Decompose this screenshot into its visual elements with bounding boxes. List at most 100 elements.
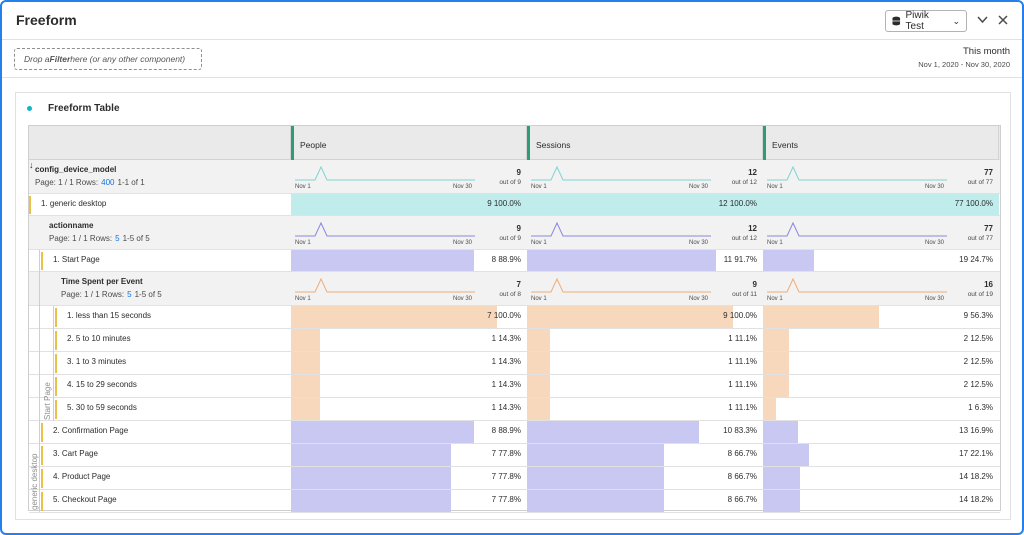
metric-count: 10 [723,426,733,435]
rows-per-page[interactable]: 400 [101,178,115,187]
metric-bar [291,250,474,271]
sparkline-start-label: Nov 1 [767,240,783,246]
metric-cell[interactable]: 7 77.8% [291,490,527,513]
row-action-page[interactable]: 2. Confirmation Page 8 88.9% 10 83.3% 13 16… [29,421,1000,444]
metric-cell[interactable]: 1 14.3% [291,329,527,352]
dimension-name[interactable]: actionname [49,221,94,230]
rows-per-page[interactable]: 5 [127,290,132,299]
metric-cell[interactable]: 10 83.3% [527,421,763,444]
metric-count: 1 [728,357,733,366]
metric-header-sessions[interactable]: Sessions [527,126,763,160]
metric-value: 1 14.3% [291,380,521,389]
metric-value: 1 11.1% [527,380,757,389]
metric-header-people[interactable]: People [291,126,527,160]
metric-value: 9 56.3% [763,311,993,320]
metric-value: 14 18.2% [763,472,993,481]
dimension-header-cell [29,126,291,160]
filter-keyword: Filter [49,54,71,64]
row-action-page[interactable]: 3. Cart Page 7 77.8% 8 66.7% 17 22.1% [29,444,1000,467]
metric-count: 1 [728,380,733,389]
metric-value: 7 100.0% [291,311,521,320]
metric-cell[interactable]: 7 77.8% [291,444,527,467]
row-indent-marker [41,423,43,442]
metric-cell[interactable]: 1 11.1% [527,352,763,375]
metric-count: 8 [727,472,733,481]
metric-cell[interactable]: 8 88.9% [291,421,527,444]
metric-cell[interactable]: 1 11.1% [527,329,763,352]
metric-cell[interactable]: 14 18.2% [763,467,999,490]
metric-cell[interactable]: 1 11.1% [527,398,763,421]
metric-cell[interactable]: 12 100.0% [527,194,763,216]
database-icon [892,16,901,26]
dimension-name[interactable]: Time Spent per Event [61,277,143,286]
filter-dropzone[interactable]: Drop a Filter here (or any other compone… [14,48,202,70]
metric-cell[interactable]: 11 91.7% [527,250,763,272]
row-action-page[interactable]: 4. Product Page 7 77.8% 8 66.7% 14 18.2% [29,467,1000,490]
row-start-page[interactable]: 1. Start Page 8 88.9% 11 91.7% 19 24.7% [29,250,1000,272]
metric-bar [527,375,550,397]
metric-cell[interactable]: 1 6.3% [763,398,999,421]
metric-count: 7 [491,449,497,458]
metric-cell[interactable]: 9 100.0% [291,194,527,216]
metric-percent: 6.3% [974,403,993,412]
date-range[interactable]: This month Nov 1, 2020 - Nov 30, 2020 [918,46,1010,69]
metric-count: 1 [728,403,733,412]
metric-cell[interactable]: 2 12.5% [763,375,999,398]
row-time-spent[interactable]: 3. 1 to 3 minutes 1 14.3% 1 11.1% 2 12.5% [29,352,1000,375]
metric-cell[interactable]: 1 14.3% [291,375,527,398]
app-title: Freeform [16,12,77,28]
metric-cell[interactable]: 7 100.0% [291,306,527,329]
date-range-title: This month [963,46,1010,57]
metric-value: 14 18.2% [763,495,993,504]
metric-count: 13 [959,426,969,435]
close-icon[interactable] [998,15,1008,25]
metric-header-events[interactable]: Events [763,126,999,160]
column-total-value: 16 [984,280,993,289]
metric-percent: 66.7% [734,495,757,504]
row-generic-desktop[interactable]: 1. generic desktop 9 100.0% 12 100.0% 77 10… [29,194,1000,216]
metric-cell[interactable]: 9 56.3% [763,306,999,329]
report-suite-select[interactable]: Piwik Test ⌄ [885,10,967,32]
column-total-value: 12 [748,168,757,177]
row-time-spent[interactable]: 2. 5 to 10 minutes 1 14.3% 1 11.1% 2 12.5% [29,329,1000,352]
metric-cell[interactable]: 14 18.2% [763,490,999,513]
row-action-page[interactable]: 5. Checkout Page 7 77.8% 8 66.7% 14 18.2% [29,490,1000,513]
metric-value: 11 91.7% [527,255,757,264]
sort-down-icon[interactable]: ↓ [29,160,34,170]
metric-cell[interactable]: 1 14.3% [291,398,527,421]
metric-cell[interactable]: 8 88.9% [291,250,527,272]
metric-value: 9 100.0% [487,199,521,208]
row-time-spent[interactable]: 1. less than 15 seconds 7 100.0% 9 100.0% 9… [29,306,1000,329]
rows-per-page[interactable]: 5 [115,234,120,243]
metric-cell[interactable]: 8 66.7% [527,467,763,490]
row-time-spent[interactable]: 5. 30 to 59 seconds 1 14.3% 1 11.1% 1 6.3% [29,398,1000,421]
metric-color-bar [527,126,530,160]
metric-bar [763,306,879,328]
metric-cell[interactable]: 8 66.7% [527,444,763,467]
metric-cell[interactable]: 13 16.9% [763,421,999,444]
row-time-spent[interactable]: 4. 15 to 29 seconds 1 14.3% 1 11.1% 2 12.5% [29,375,1000,398]
page-indicator: Page: 1 / 1 Rows: [49,234,113,243]
metric-percent: 14.3% [498,403,521,412]
metric-cell[interactable]: 19 24.7% [763,250,999,272]
row-label: 1. Start Page [53,255,100,264]
dim3-header-row: Time Spent per Event Page: 1 / 1 Rows: 5 1-… [29,272,1000,306]
collapse-chevron-icon[interactable] [977,16,988,24]
metric-cell[interactable]: 1 14.3% [291,352,527,375]
metric-count: 8 [491,255,497,264]
vertical-label-start-page: Start Page [43,382,52,420]
column-total-value: 7 [516,280,521,289]
metric-cell[interactable]: 2 12.5% [763,352,999,375]
dimension-name[interactable]: config_device_model [35,165,117,174]
metric-cell[interactable]: 9 100.0% [527,306,763,329]
header-bar: Freeform Piwik Test ⌄ [2,2,1022,40]
metric-cell[interactable]: 1 11.1% [527,375,763,398]
metric-bar [527,306,733,328]
metric-cell[interactable]: 77 100.0% [763,194,999,216]
metric-percent: 16.9% [970,426,993,435]
metric-cell[interactable]: 7 77.8% [291,467,527,490]
metric-cell[interactable]: 2 12.5% [763,329,999,352]
metric-cell[interactable]: 17 22.1% [763,444,999,467]
metric-bar [291,375,320,397]
metric-cell[interactable]: 8 66.7% [527,490,763,513]
